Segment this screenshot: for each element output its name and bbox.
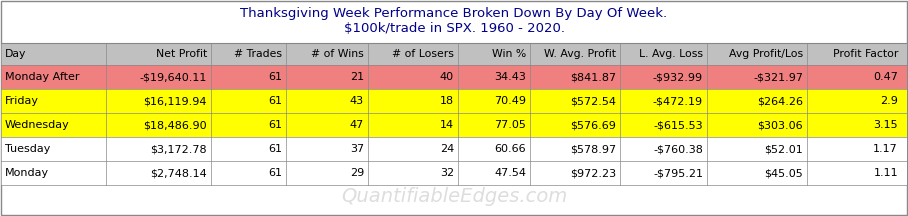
Text: $841.87: $841.87 (570, 72, 616, 82)
Text: W. Avg. Profit: W. Avg. Profit (544, 49, 616, 59)
Text: 77.05: 77.05 (494, 120, 526, 130)
Text: 0.47: 0.47 (873, 72, 898, 82)
Text: -$795.21: -$795.21 (653, 168, 703, 178)
Text: 2.9: 2.9 (880, 96, 898, 106)
Text: 61: 61 (268, 72, 282, 82)
Text: $16,119.94: $16,119.94 (143, 96, 207, 106)
Text: 37: 37 (350, 144, 364, 154)
Text: -$19,640.11: -$19,640.11 (140, 72, 207, 82)
Text: Monday: Monday (5, 168, 49, 178)
Bar (1, 161, 907, 185)
Text: $3,172.78: $3,172.78 (151, 144, 207, 154)
Text: 1.17: 1.17 (873, 144, 898, 154)
Text: 61: 61 (268, 168, 282, 178)
Text: 47: 47 (350, 120, 364, 130)
Text: $2,748.14: $2,748.14 (150, 168, 207, 178)
Text: # of Losers: # of Losers (392, 49, 454, 59)
Text: Win %: Win % (492, 49, 526, 59)
Text: Friday: Friday (5, 96, 39, 106)
Text: 18: 18 (439, 96, 454, 106)
Text: 43: 43 (350, 96, 364, 106)
Bar (1, 65, 907, 89)
Text: 60.66: 60.66 (494, 144, 526, 154)
Text: $972.23: $972.23 (570, 168, 616, 178)
Text: 70.49: 70.49 (494, 96, 526, 106)
Text: L. Avg. Loss: L. Avg. Loss (639, 49, 703, 59)
Text: Day: Day (5, 49, 26, 59)
Text: 14: 14 (439, 120, 454, 130)
Text: -$321.97: -$321.97 (753, 72, 803, 82)
Text: -$932.99: -$932.99 (653, 72, 703, 82)
Text: Thanksgiving Week Performance Broken Down By Day Of Week.: Thanksgiving Week Performance Broken Dow… (241, 8, 667, 21)
Text: $576.69: $576.69 (570, 120, 616, 130)
Text: 40: 40 (439, 72, 454, 82)
Text: 21: 21 (350, 72, 364, 82)
Text: # of Wins: # of Wins (311, 49, 364, 59)
Text: 29: 29 (350, 168, 364, 178)
Text: Tuesday: Tuesday (5, 144, 50, 154)
Text: 61: 61 (268, 120, 282, 130)
Text: -$615.53: -$615.53 (654, 120, 703, 130)
Text: 61: 61 (268, 96, 282, 106)
Text: $578.97: $578.97 (570, 144, 616, 154)
Text: 24: 24 (439, 144, 454, 154)
Text: # Trades: # Trades (234, 49, 282, 59)
Text: Wednesday: Wednesday (5, 120, 70, 130)
Text: Monday After: Monday After (5, 72, 80, 82)
Text: Net Profit: Net Profit (156, 49, 207, 59)
Text: 3.15: 3.15 (873, 120, 898, 130)
Text: $45.05: $45.05 (765, 168, 803, 178)
Text: QuantifiableEdges.com: QuantifiableEdges.com (340, 187, 568, 206)
Text: $18,486.90: $18,486.90 (143, 120, 207, 130)
Text: 34.43: 34.43 (494, 72, 526, 82)
Text: $303.06: $303.06 (757, 120, 803, 130)
Text: 32: 32 (439, 168, 454, 178)
Text: $100k/trade in SPX. 1960 - 2020.: $100k/trade in SPX. 1960 - 2020. (343, 22, 565, 35)
Text: Avg Profit/Los: Avg Profit/Los (729, 49, 803, 59)
Text: 47.54: 47.54 (494, 168, 526, 178)
Text: -$760.38: -$760.38 (653, 144, 703, 154)
Text: $264.26: $264.26 (757, 96, 803, 106)
Text: 61: 61 (268, 144, 282, 154)
Bar (1, 113, 907, 137)
Bar (1, 89, 907, 113)
Bar (1, 43, 907, 65)
Text: -$472.19: -$472.19 (653, 96, 703, 106)
Text: $572.54: $572.54 (570, 96, 616, 106)
Text: $52.01: $52.01 (765, 144, 803, 154)
Text: 1.11: 1.11 (873, 168, 898, 178)
Text: Profit Factor: Profit Factor (833, 49, 898, 59)
Bar (1, 137, 907, 161)
